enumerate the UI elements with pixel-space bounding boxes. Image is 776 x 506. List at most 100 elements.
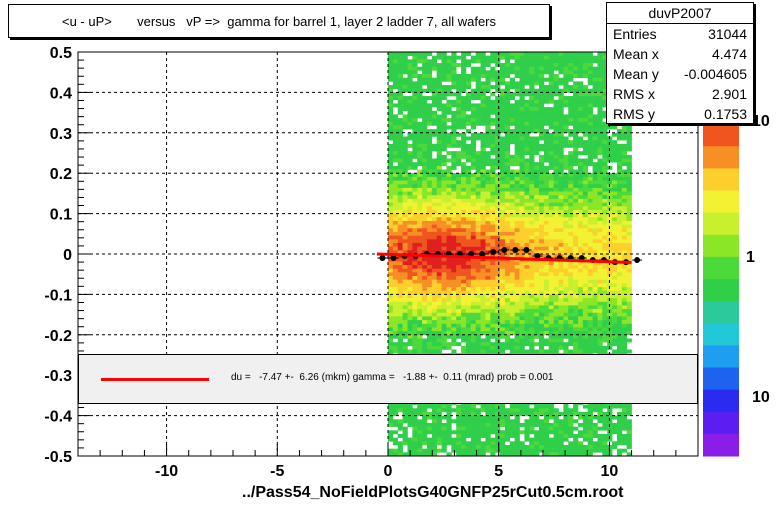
heatmap-cell	[553, 74, 559, 79]
heatmap-cell	[426, 165, 433, 170]
heatmap-cell	[388, 338, 394, 343]
heatmap-cell	[543, 59, 550, 64]
heatmap-cell	[534, 235, 540, 240]
heatmap-cell	[524, 309, 530, 314]
heatmap-cell	[388, 187, 394, 192]
heatmap-cell	[539, 283, 545, 288]
heatmap-cell	[480, 312, 486, 317]
heatmap-cell	[563, 198, 569, 203]
heatmap-cell	[407, 331, 413, 336]
heatmap-cell	[509, 198, 515, 203]
heatmap-cell	[602, 180, 608, 185]
heatmap-cell	[568, 110, 574, 115]
heatmap-cell	[470, 349, 476, 354]
heatmap-cell	[461, 309, 467, 314]
heatmap-cell	[519, 272, 525, 277]
heatmap-cell	[465, 345, 472, 350]
heatmap-cell	[587, 448, 593, 453]
heatmap-cell	[573, 301, 579, 306]
heatmap-cell	[407, 246, 413, 251]
heatmap-cell	[446, 228, 452, 233]
heatmap-cell	[436, 220, 442, 225]
heatmap-cell	[577, 422, 584, 427]
heatmap-cell	[417, 228, 423, 233]
heatmap-cell	[451, 301, 457, 306]
heatmap-cell	[417, 77, 423, 82]
heatmap-cell	[402, 187, 408, 192]
heatmap-cell	[392, 143, 399, 148]
heatmap-cell	[539, 331, 545, 336]
heatmap-cell	[529, 294, 535, 299]
heatmap-cell	[402, 316, 408, 321]
heatmap-cell	[485, 276, 491, 281]
heatmap-cell	[480, 272, 486, 277]
heatmap-cell	[514, 305, 520, 310]
heatmap-cell	[417, 287, 423, 292]
heatmap-cell	[402, 345, 408, 350]
heatmap-cell	[602, 250, 608, 255]
heatmap-cell	[392, 103, 399, 108]
heatmap-cell	[558, 110, 564, 115]
heatmap-cell	[504, 452, 511, 457]
heatmap-cell	[519, 323, 525, 328]
heatmap-cell	[436, 265, 442, 269]
heatmap-cell	[558, 99, 564, 104]
heatmap-cell	[451, 85, 457, 90]
heatmap-cell	[500, 125, 506, 130]
heatmap-cell	[573, 290, 579, 295]
heatmap-cell	[500, 305, 506, 310]
heatmap-cell	[539, 448, 545, 453]
heatmap-cell	[607, 287, 613, 292]
heatmap-cell	[500, 169, 506, 174]
heatmap-cell	[524, 202, 530, 207]
heatmap-cell	[417, 114, 423, 119]
heatmap-cell	[621, 338, 627, 343]
heatmap-cell	[422, 180, 428, 185]
heatmap-cell	[543, 276, 550, 281]
heatmap-cell	[422, 140, 428, 145]
heatmap-cell	[480, 191, 486, 196]
heatmap-cell	[504, 129, 511, 134]
heatmap-cell	[397, 334, 403, 339]
heatmap-cell	[504, 301, 511, 306]
heatmap-cell	[577, 52, 584, 56]
heatmap-cell	[573, 268, 579, 273]
heatmap-cell	[490, 180, 496, 185]
heatmap-cell	[431, 165, 438, 170]
heatmap-cell	[582, 88, 589, 93]
heatmap-cell	[461, 290, 467, 295]
heatmap-cell	[485, 195, 491, 200]
heatmap-cell	[616, 246, 623, 251]
heatmap-cell	[612, 242, 618, 247]
heatmap-cell	[441, 331, 447, 336]
heatmap-cell	[573, 132, 579, 137]
heatmap-cell	[495, 191, 501, 196]
heatmap-cell	[582, 180, 589, 185]
heatmap-cell	[573, 92, 579, 97]
heatmap-cell	[524, 231, 530, 236]
heatmap-cell	[417, 261, 423, 266]
heatmap-cell	[568, 422, 574, 427]
heatmap-cell	[475, 320, 481, 325]
heatmap-cell	[577, 261, 584, 266]
heatmap-cell	[563, 187, 569, 192]
heatmap-cell	[417, 224, 423, 229]
heatmap-cell	[392, 349, 399, 354]
heatmap-cell	[461, 301, 467, 306]
heatmap-cell	[431, 441, 438, 446]
heatmap-cell	[597, 77, 603, 82]
heatmap-cell	[529, 96, 535, 101]
heatmap-cell	[582, 422, 589, 427]
heatmap-cell	[495, 158, 501, 163]
heatmap-cell	[490, 74, 496, 79]
heatmap-cell	[563, 254, 569, 258]
heatmap-cell	[587, 242, 593, 247]
heatmap-cell	[563, 426, 569, 431]
heatmap-cell	[509, 118, 515, 123]
heatmap-cell	[407, 349, 413, 354]
heatmap-cell	[592, 162, 598, 167]
heatmap-cell	[490, 209, 496, 214]
heatmap-cell	[480, 92, 486, 97]
heatmap-cell	[524, 209, 530, 214]
heatmap-cell	[422, 209, 428, 214]
